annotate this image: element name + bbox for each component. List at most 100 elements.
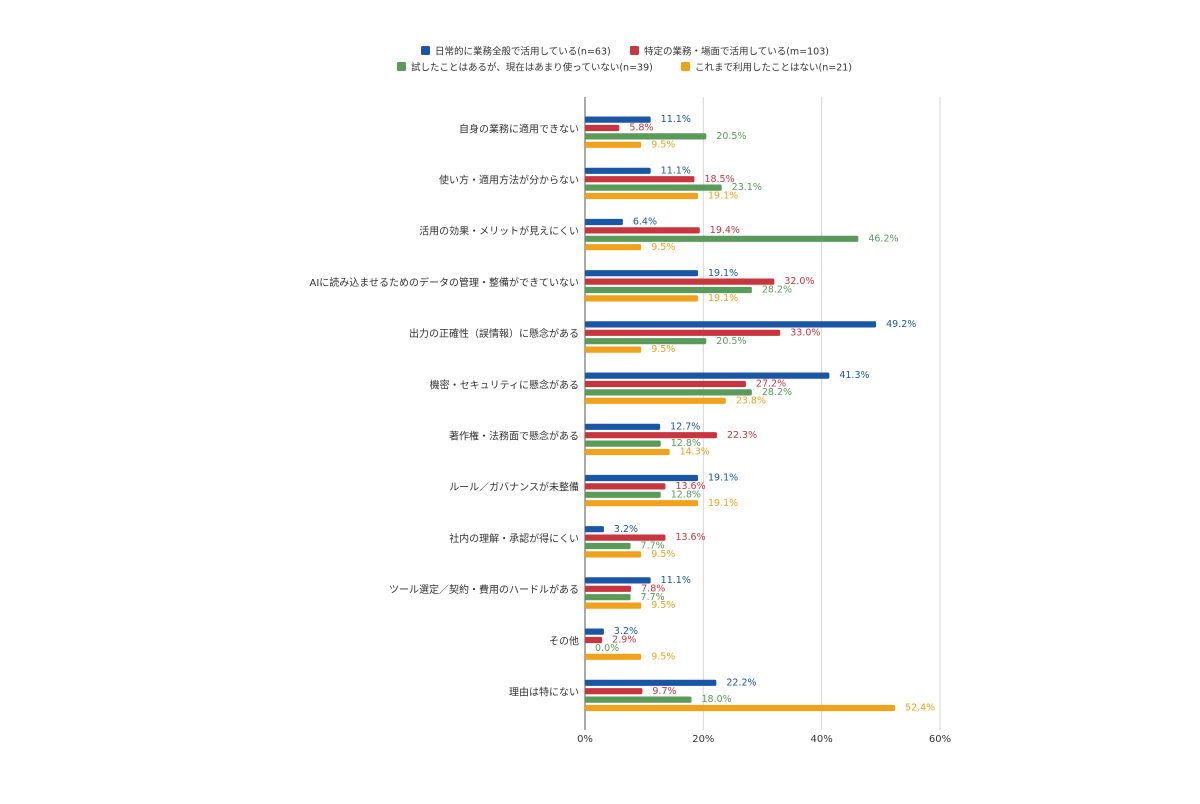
data-label: 27.2% <box>756 379 786 390</box>
category-label: 活用の効果・メリットが見えにくい <box>419 225 579 238</box>
data-label: 19.1% <box>708 498 738 509</box>
category-label: 使い方・適用方法が分からない <box>439 174 579 187</box>
bar <box>585 278 775 285</box>
x-tick-label: 60% <box>929 734 951 745</box>
data-label: 9.5% <box>651 242 675 253</box>
data-label: 11.1% <box>661 114 691 125</box>
data-label: 23.1% <box>732 182 762 193</box>
data-label: 0.0% <box>595 643 619 654</box>
bar <box>585 602 642 609</box>
legend-label: 日常的に業務全般で活用している(n=63) <box>435 46 611 58</box>
x-tick-label: 0% <box>577 734 593 745</box>
bar <box>585 448 670 456</box>
bar <box>585 594 631 601</box>
data-label: 3.2% <box>614 524 638 535</box>
data-label: 9.5% <box>651 600 675 611</box>
bar <box>585 483 666 490</box>
data-label: 7.7% <box>641 592 665 603</box>
data-label: 20.5% <box>716 336 746 347</box>
bar <box>585 423 661 430</box>
data-label: 20.5% <box>716 131 746 142</box>
data-label: 41.3% <box>839 370 869 381</box>
bar <box>585 397 726 404</box>
data-label: 9.5% <box>651 139 675 150</box>
data-label: 22.3% <box>727 430 757 441</box>
data-label: 19.1% <box>708 191 738 202</box>
data-label: 46.2% <box>868 233 898 244</box>
bar <box>585 585 632 592</box>
data-label: 5.8% <box>629 123 653 134</box>
bar <box>585 636 603 644</box>
bar <box>585 432 717 439</box>
bar <box>585 244 642 251</box>
category-label: ルール／ガバナンスが未整備 <box>449 481 579 494</box>
data-label: 7.7% <box>641 541 665 552</box>
data-label: 32.0% <box>784 276 814 287</box>
bar <box>585 176 695 183</box>
data-label: 12.7% <box>670 421 700 432</box>
bar <box>585 696 692 703</box>
bar <box>585 227 700 234</box>
bar <box>585 389 752 396</box>
bar <box>585 551 642 558</box>
bar <box>585 491 661 498</box>
data-label: 14.3% <box>680 447 710 458</box>
legend-label: 試したことはあるが、現在はあまり使っていない(n=39) <box>411 62 653 74</box>
data-label: 19.1% <box>708 293 738 304</box>
bar <box>585 321 877 328</box>
data-label: 19.1% <box>708 268 738 279</box>
category-label: 著作権・法務面で懸念がある <box>449 430 579 443</box>
category-label: 社内の理解・承認が得にくい <box>449 532 579 545</box>
legend-swatch <box>681 62 690 71</box>
data-label: 19.1% <box>708 473 738 484</box>
x-tick-label: 40% <box>811 734 833 745</box>
legend-swatch <box>630 46 639 55</box>
data-label: 28.2% <box>762 285 792 296</box>
bar <box>585 346 642 353</box>
legend-label: 特定の業務・場面で活用している(m=103) <box>644 46 829 58</box>
data-label: 22.2% <box>726 677 756 688</box>
bar <box>585 440 661 447</box>
bar <box>585 628 604 635</box>
legend-swatch <box>421 46 430 55</box>
bar <box>585 133 707 140</box>
data-label: 7.8% <box>641 583 665 594</box>
bar <box>585 704 896 712</box>
bar <box>585 270 699 277</box>
bar <box>585 380 746 388</box>
data-label: 9.5% <box>651 651 675 662</box>
data-label: 9.5% <box>651 344 675 355</box>
bar <box>585 526 604 533</box>
x-tick-label: 20% <box>692 734 714 745</box>
data-label: 18.5% <box>704 174 734 185</box>
legend-label: これまで利用したことはない(n=21) <box>695 62 852 74</box>
data-label: 33.0% <box>790 327 820 338</box>
category-label: ツール選定／契約・費用のハードルがある <box>389 583 579 596</box>
data-label: 13.6% <box>675 532 705 543</box>
bar <box>585 653 642 660</box>
bar <box>585 688 643 695</box>
data-label: 52.4% <box>905 703 935 714</box>
bar <box>585 235 859 242</box>
bar <box>585 286 752 294</box>
data-label: 9.5% <box>651 549 675 560</box>
bar <box>585 124 620 132</box>
data-label: 6.4% <box>633 217 657 228</box>
data-label: 2.9% <box>612 635 636 646</box>
bar <box>585 295 699 302</box>
bar <box>585 218 623 226</box>
bar <box>585 577 651 584</box>
data-label: 11.1% <box>661 165 691 176</box>
category-label: 出力の正確性（誤情報）に懸念がある <box>409 327 579 340</box>
bar <box>585 116 651 123</box>
data-label: 9.7% <box>652 686 676 697</box>
data-label: 23.8% <box>736 395 766 406</box>
bar <box>585 679 717 686</box>
data-label: 18.0% <box>702 694 732 705</box>
data-label: 13.6% <box>675 481 705 492</box>
category-label: その他 <box>549 634 579 647</box>
bar <box>585 534 666 541</box>
data-label: 28.2% <box>762 387 792 398</box>
bar <box>585 338 707 345</box>
